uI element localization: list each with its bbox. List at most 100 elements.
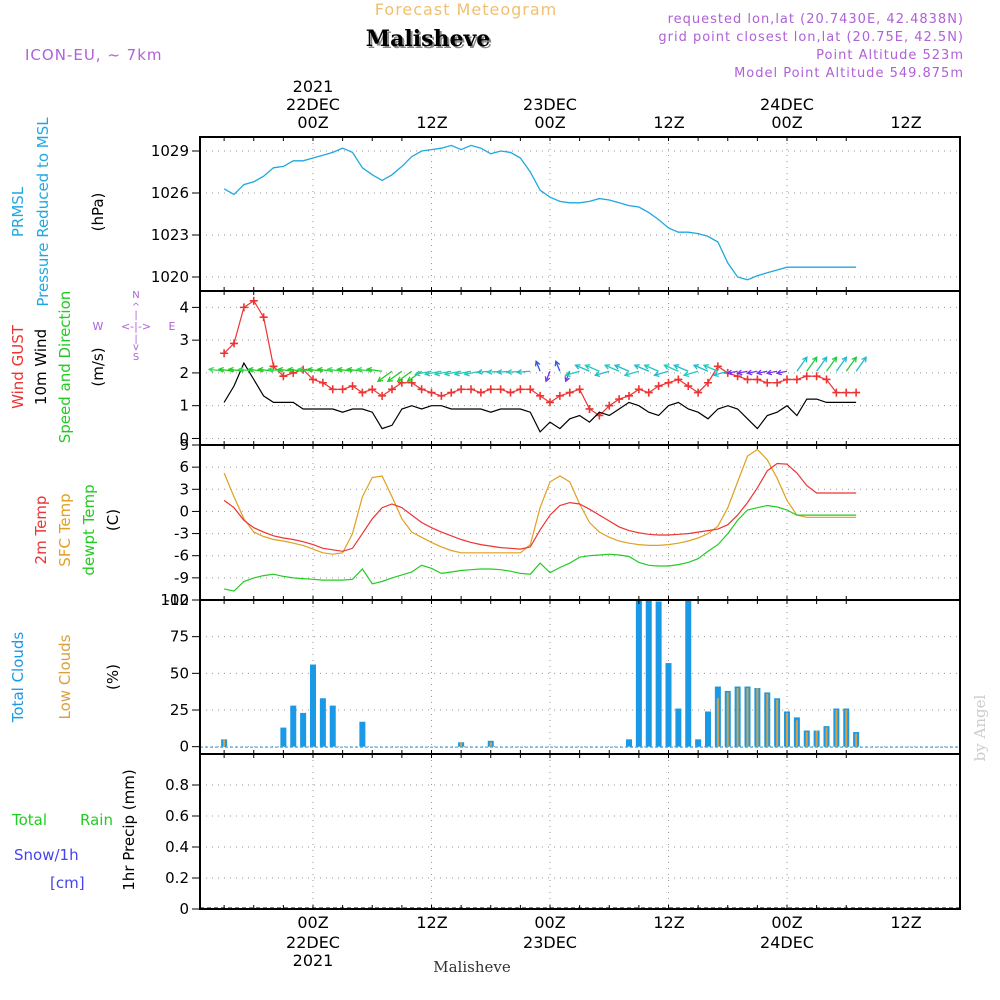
gust-marker [674,375,683,384]
wind-arrow-head [286,366,294,373]
compass-we-line: <-|-> [121,320,151,333]
wind-direction-arrow [595,370,610,376]
bottom-date-22dec: 22DEC [286,933,340,952]
gust-marker [634,385,643,394]
y-tick-label: 0.6 [165,807,189,825]
y-tick-label: -9 [174,569,189,587]
bottom-tick-label: 00Z [534,913,565,932]
wind-arrow-head [406,376,413,383]
wind-direction-arrow [855,356,867,372]
gust-marker [743,375,752,384]
model-label: ICON-EU, ~ 7km [25,46,163,64]
requested-location-info: requested lon,lat (20.7430E, 42.4838N) [668,12,964,27]
compass-n-arrow: ^ [132,302,140,313]
y-tick-label: 0.4 [165,838,189,856]
wind-arrow-head [746,369,753,376]
y-tick-label: 3 [179,331,189,349]
wind-direction-arrow [575,364,590,372]
model-altitude-info: Model Point Altitude 549.875m [734,66,964,81]
gust-marker [328,385,337,394]
wind-arrow-head [564,376,571,383]
low-clouds-bar [835,710,838,747]
wind-direction-arrow [535,361,541,372]
bottom-tick-label: 00Z [297,913,328,932]
y-tick-label: -6 [174,547,189,565]
wind-direction-arrow [796,356,808,372]
wind-direction-arrow [654,370,669,376]
gust-marker [318,378,327,387]
gust-marker [783,375,791,384]
wind-arrow-head [554,360,561,367]
wind-direction-arrow [766,370,778,374]
low-clouds-bar [805,732,808,747]
wind-arrow-head [643,364,650,370]
p4-label-total: Total Clouds [9,632,27,724]
wind-arrow-head [755,369,763,376]
gust-marker [565,388,574,397]
low-clouds-bar [716,698,719,747]
gust-marker [309,375,317,384]
wind-arrow-head [802,356,808,363]
gust-marker [812,372,821,381]
panel-frame [199,753,961,910]
low-clouds-bar [756,688,759,747]
top-date-22dec: 22DEC [286,95,340,114]
gust-marker [269,362,278,371]
gust-marker [516,385,525,394]
wind-arrow-head [296,366,303,373]
location-title: Malisheve [366,26,490,52]
wind-arrow-head [414,370,421,377]
wind-arrow-head [702,364,709,370]
wind-arrow-head [593,371,601,378]
p1-label-prmsl: PRMSL [9,186,27,237]
total-clouds-bar [685,600,692,747]
wind-direction-arrow [673,364,689,372]
compass-n-line: | [134,310,137,321]
low-clouds-bar [855,733,858,747]
total-clouds-bar [290,705,297,747]
gust-marker [822,375,831,384]
wind-arrow-head [306,366,313,373]
bottom-year-label: 2021 [293,951,334,970]
compass-s: S [133,352,139,363]
wind-direction-arrow [806,356,818,372]
y-tick-label: 1029 [151,142,189,160]
y-tick-label: 4 [179,298,189,316]
wind-arrow-head [396,376,403,383]
wind-arrow-head [584,364,591,370]
gust-marker [526,385,535,394]
panel-frame [199,290,961,446]
p2-label-speed: Speed and Direction [56,291,74,444]
wind-arrow-head [663,364,670,370]
wind-arrow-head [207,366,215,373]
wind-arrow-head [496,369,503,375]
gust-marker [773,378,782,387]
footer-location: Malisheve [433,958,511,976]
gust-marker [437,391,446,400]
wind-direction-arrow [664,364,679,372]
gust-marker [625,391,633,400]
total-clouds-bar [705,711,711,747]
wind-arrow-head [633,364,640,370]
gust-marker [842,388,851,397]
compass-w: W [93,320,104,333]
y-tick-label: 2 [179,364,189,382]
wind-arrow-head [247,366,254,373]
top-tick-label: 12Z [890,113,921,132]
top-tick-label: 12Z [653,113,684,132]
wind-arrow-head [775,369,782,376]
bottom-tick-label: 12Z [890,913,921,932]
gust-marker [763,378,772,387]
bottom-date-24dec: 24DEC [760,933,814,952]
wind-arrow-head [506,369,513,375]
wind-direction-arrow [845,356,857,372]
total-clouds-bar [655,601,662,747]
wind-arrow-head [376,376,384,383]
p3-label-sfc: SFC Temp [56,493,74,566]
wind-arrow-head [443,370,451,377]
p2-label-10m: 10m Wind [32,329,50,405]
wind-direction-arrow [757,370,768,374]
gust-marker [417,385,426,394]
wind-arrow-head [227,366,234,373]
y-tick-label: 9 [179,436,189,454]
